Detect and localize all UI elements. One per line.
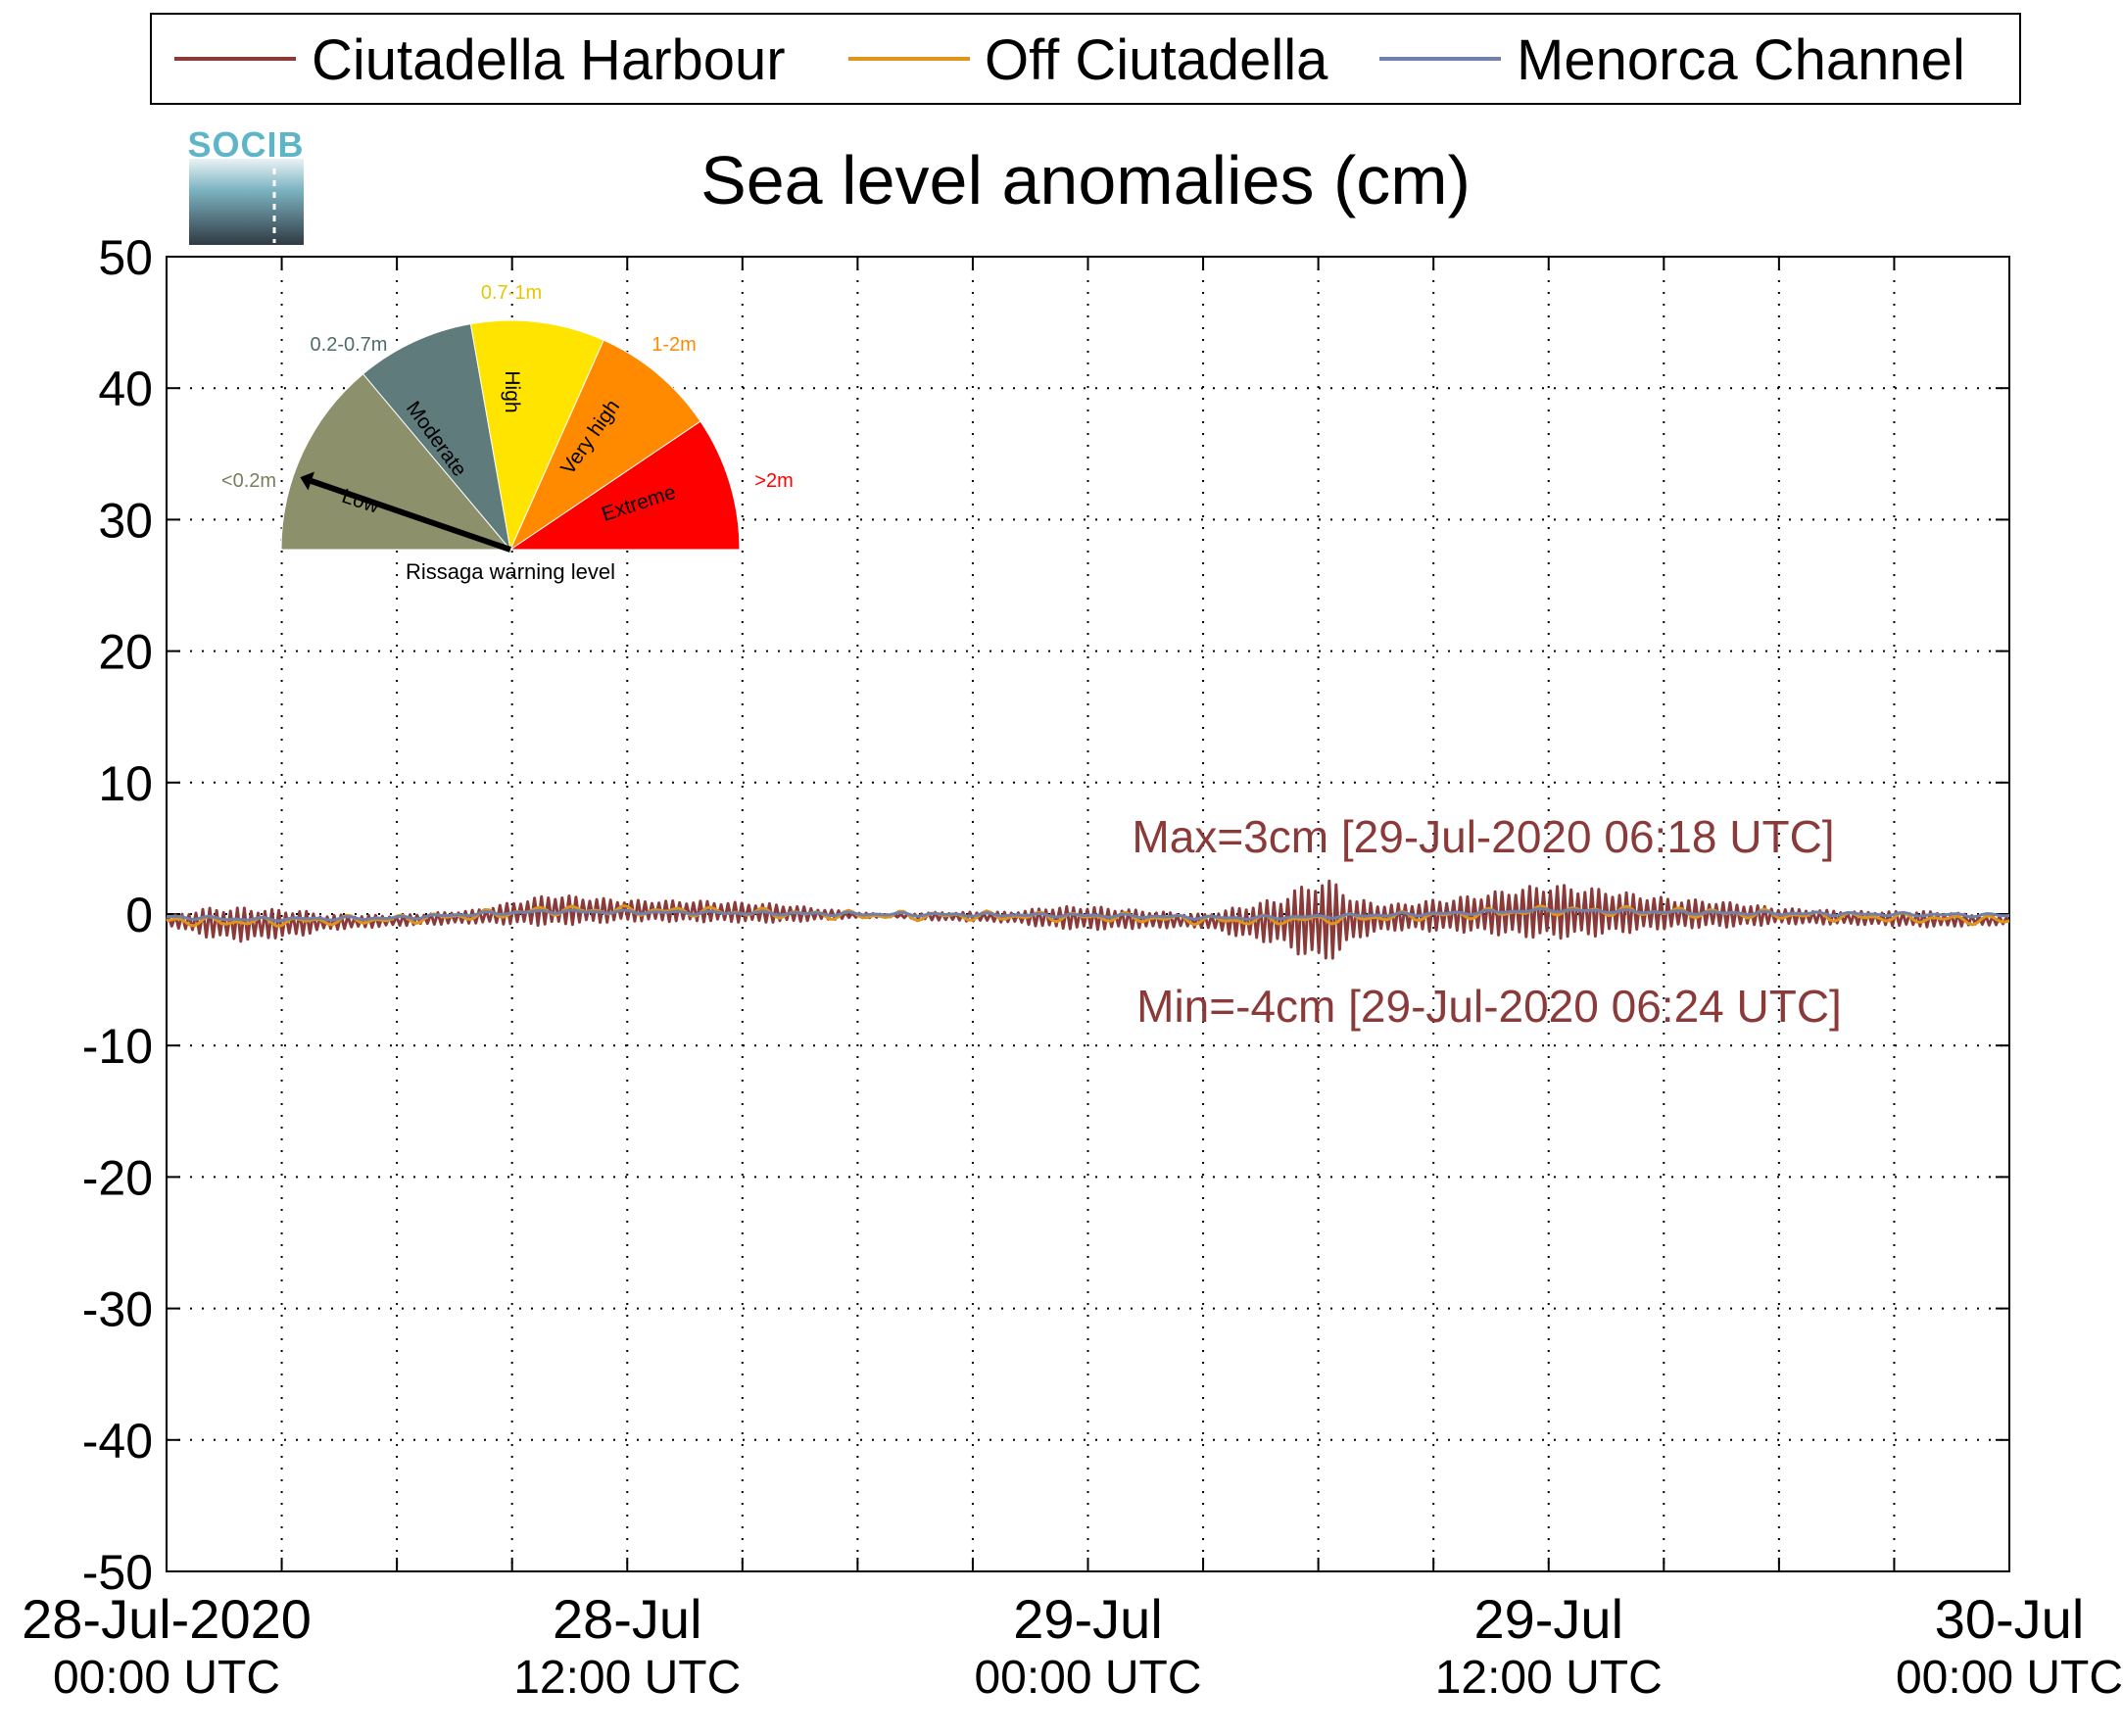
legend-label: Menorca Channel (1517, 28, 1965, 92)
x-tick-label-time: 12:00 UTC (1435, 1652, 1663, 1704)
gauge-caption: Rissaga warning level (406, 559, 615, 584)
x-tick-label-time: 00:00 UTC (974, 1652, 1201, 1704)
x-tick-label-date: 29-Jul (1473, 1588, 1623, 1650)
y-tick-label: -40 (82, 1414, 153, 1469)
x-tick-label-time: 12:00 UTC (513, 1652, 741, 1704)
gauge-sector-wedge (508, 339, 701, 552)
y-tick-label: 0 (125, 888, 153, 942)
y-tick-label: -50 (82, 1545, 153, 1600)
rissaga-gauge: <0.2mLow0.2-0.7mModerate0.7-1mHigh1-2mVe… (221, 282, 794, 584)
gauge-range-label: 0.7-1m (481, 282, 542, 304)
legend-entry: Ciutadella Harbour (174, 28, 786, 92)
y-axis: -50 -40 -30 -20 -10 0 10 20 30 40 50 (82, 230, 2009, 1600)
max-annotation: Max=3cm [29-Jul-2020 06:18 UTC] (1132, 811, 1834, 862)
legend: Ciutadella Harbour Off Ciutadella Menorca … (150, 13, 2021, 105)
y-tick-label: 50 (98, 230, 153, 285)
series-line (166, 907, 2010, 923)
x-tick-label-date: 30-Jul (1935, 1588, 2085, 1650)
y-tick-label: 40 (98, 362, 153, 416)
y-tick-label: 10 (98, 756, 153, 811)
gauge-range-label: 1-2m (651, 334, 697, 356)
y-tick-label: 20 (98, 625, 153, 680)
x-tick-label-time: 00:00 UTC (1896, 1652, 2123, 1704)
socib-logo-block (189, 159, 304, 245)
series-layer (165, 879, 2010, 960)
chart-title: Sea level anomalies (cm) (700, 142, 1471, 218)
x-tick-label-date: 29-Jul (1013, 1588, 1163, 1650)
legend-label: Off Ciutadella (985, 28, 1328, 92)
y-tick-label: -10 (82, 1019, 153, 1074)
x-tick-label-date: 28-Jul (553, 1588, 702, 1650)
gauge-sector-name: High (501, 370, 523, 412)
gauge-needle (310, 478, 511, 553)
gauge-range-label: >2m (754, 470, 793, 492)
gauge-needle-head (300, 471, 314, 491)
legend-label: Ciutadella Harbour (312, 28, 786, 92)
socib-logo-text: SOCIB (187, 124, 304, 165)
gauge-range-label: <0.2m (221, 470, 276, 492)
x-tick-label-date: 28-Jul-2020 (22, 1588, 312, 1650)
gauge-sector: 0.7-1m High (469, 282, 604, 552)
gauge-sector-wedge (469, 319, 604, 552)
x-tick-label-time: 00:00 UTC (53, 1652, 280, 1704)
y-tick-label: -20 (82, 1150, 153, 1205)
legend-entry: Off Ciutadella (848, 28, 1328, 92)
gauge-sector-wedge (280, 372, 512, 551)
gauge-sector-wedge (362, 323, 511, 552)
min-annotation: Min=-4cm [29-Jul-2020 06:24 UTC] (1136, 981, 1842, 1032)
legend-entry: Menorca Channel (1379, 28, 1965, 92)
gauge-sector-wedge (508, 420, 741, 551)
socib-logo: SOCIB (187, 124, 304, 245)
y-tick-label: -30 (82, 1282, 153, 1337)
gauge-range-label: 0.2-0.7m (311, 334, 388, 356)
legend-frame (150, 13, 2021, 105)
y-tick-label: 30 (98, 493, 153, 548)
